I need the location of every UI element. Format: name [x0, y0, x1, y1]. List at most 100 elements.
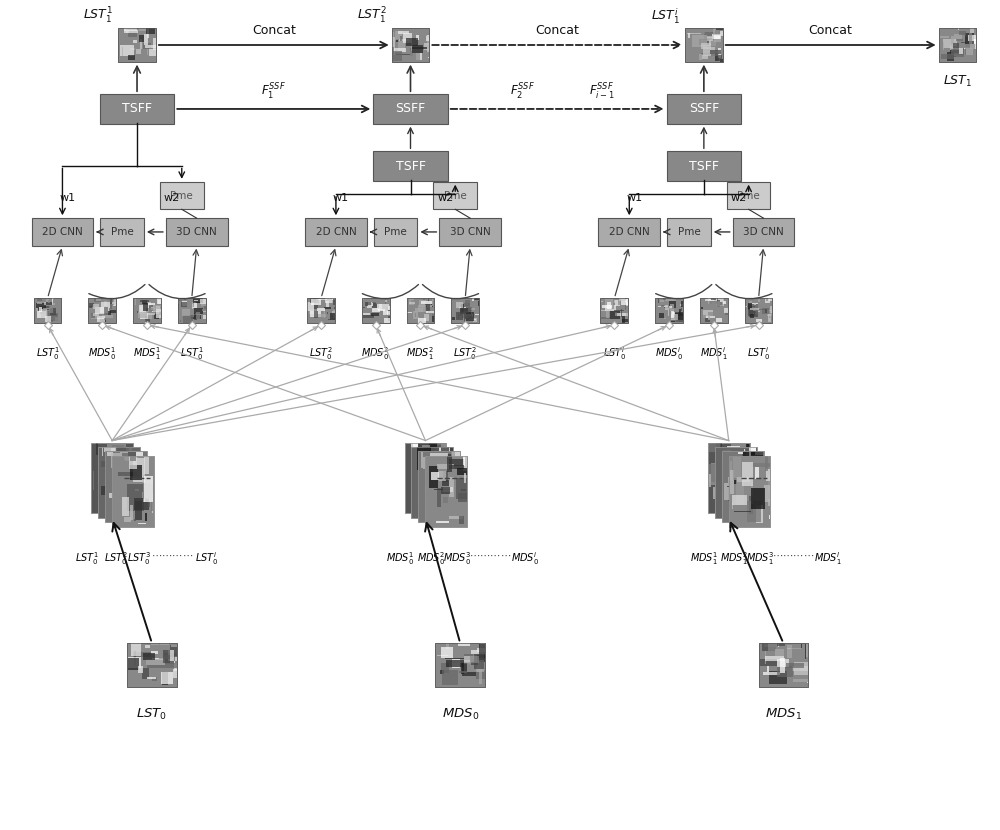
- Polygon shape: [722, 498, 734, 505]
- Polygon shape: [436, 482, 446, 489]
- Polygon shape: [104, 318, 109, 320]
- Text: $MDS_0^i$: $MDS_0^i$: [655, 345, 683, 362]
- Polygon shape: [478, 301, 479, 305]
- Polygon shape: [141, 475, 146, 502]
- Polygon shape: [168, 650, 174, 662]
- Polygon shape: [124, 30, 138, 33]
- Polygon shape: [116, 507, 123, 510]
- FancyBboxPatch shape: [100, 94, 174, 124]
- Text: $F_1^{SSF}$: $F_1^{SSF}$: [261, 82, 286, 102]
- Polygon shape: [458, 643, 470, 646]
- Polygon shape: [748, 303, 752, 309]
- Text: $LST_0^1$: $LST_0^1$: [36, 345, 60, 362]
- Polygon shape: [968, 36, 976, 41]
- Polygon shape: [95, 307, 105, 314]
- Polygon shape: [722, 492, 740, 515]
- Text: w2: w2: [437, 193, 453, 203]
- Polygon shape: [436, 481, 445, 486]
- Polygon shape: [787, 645, 792, 658]
- Polygon shape: [777, 643, 785, 647]
- Polygon shape: [758, 298, 760, 302]
- Polygon shape: [406, 38, 418, 46]
- Polygon shape: [751, 488, 765, 509]
- Text: $MDS_1^2$: $MDS_1^2$: [406, 345, 435, 362]
- Polygon shape: [126, 28, 137, 31]
- Polygon shape: [669, 306, 672, 309]
- Polygon shape: [970, 40, 976, 49]
- Polygon shape: [665, 305, 668, 310]
- Polygon shape: [766, 469, 770, 481]
- Polygon shape: [742, 461, 753, 486]
- Polygon shape: [704, 32, 716, 41]
- Polygon shape: [719, 28, 723, 33]
- Polygon shape: [428, 56, 429, 58]
- Polygon shape: [40, 308, 45, 314]
- Polygon shape: [114, 457, 121, 476]
- Polygon shape: [128, 452, 143, 460]
- Polygon shape: [711, 51, 718, 56]
- Polygon shape: [753, 308, 760, 310]
- Text: Pme: Pme: [111, 227, 133, 237]
- Polygon shape: [110, 310, 116, 313]
- Polygon shape: [760, 659, 777, 666]
- Polygon shape: [151, 643, 169, 645]
- Text: 3D CNN: 3D CNN: [743, 227, 784, 237]
- FancyBboxPatch shape: [160, 182, 204, 209]
- Polygon shape: [442, 480, 449, 486]
- Polygon shape: [705, 316, 715, 318]
- Polygon shape: [742, 452, 746, 476]
- Polygon shape: [127, 643, 177, 686]
- Polygon shape: [748, 308, 755, 316]
- Polygon shape: [196, 302, 200, 304]
- Text: $MDS_0^2$: $MDS_0^2$: [417, 549, 446, 567]
- Polygon shape: [463, 457, 465, 466]
- Polygon shape: [732, 496, 747, 505]
- Polygon shape: [153, 38, 156, 50]
- Polygon shape: [36, 308, 38, 311]
- Polygon shape: [720, 32, 723, 37]
- Polygon shape: [124, 457, 139, 460]
- Polygon shape: [153, 305, 161, 311]
- Polygon shape: [462, 662, 476, 676]
- Polygon shape: [133, 493, 140, 501]
- Polygon shape: [730, 481, 747, 508]
- Polygon shape: [113, 447, 115, 452]
- Polygon shape: [415, 468, 431, 496]
- Polygon shape: [96, 298, 101, 300]
- Polygon shape: [113, 299, 116, 306]
- Polygon shape: [447, 457, 452, 471]
- Polygon shape: [715, 53, 719, 61]
- Polygon shape: [701, 315, 706, 318]
- Polygon shape: [428, 493, 433, 502]
- Text: $LST_0^i$: $LST_0^i$: [195, 549, 218, 567]
- Polygon shape: [135, 489, 139, 491]
- Polygon shape: [139, 305, 149, 314]
- Polygon shape: [465, 300, 470, 305]
- Polygon shape: [413, 509, 426, 510]
- Polygon shape: [452, 317, 455, 320]
- Polygon shape: [452, 452, 460, 457]
- Polygon shape: [612, 301, 614, 309]
- Polygon shape: [147, 665, 165, 668]
- FancyBboxPatch shape: [166, 218, 228, 246]
- Text: $MDS_1^1$: $MDS_1^1$: [690, 549, 718, 567]
- Polygon shape: [703, 310, 713, 318]
- Polygon shape: [387, 311, 390, 315]
- Polygon shape: [434, 489, 450, 491]
- Polygon shape: [735, 482, 738, 495]
- Polygon shape: [131, 464, 132, 475]
- Polygon shape: [432, 465, 441, 493]
- Polygon shape: [463, 305, 471, 309]
- Polygon shape: [123, 490, 133, 511]
- Polygon shape: [130, 457, 136, 461]
- Polygon shape: [451, 465, 460, 469]
- Polygon shape: [112, 462, 118, 471]
- Polygon shape: [133, 40, 137, 43]
- Polygon shape: [451, 460, 460, 488]
- Polygon shape: [319, 298, 325, 300]
- Polygon shape: [791, 643, 805, 656]
- FancyBboxPatch shape: [733, 218, 794, 246]
- Polygon shape: [196, 312, 200, 320]
- Polygon shape: [733, 457, 741, 480]
- Text: $F_2^{SSF}$: $F_2^{SSF}$: [510, 82, 535, 102]
